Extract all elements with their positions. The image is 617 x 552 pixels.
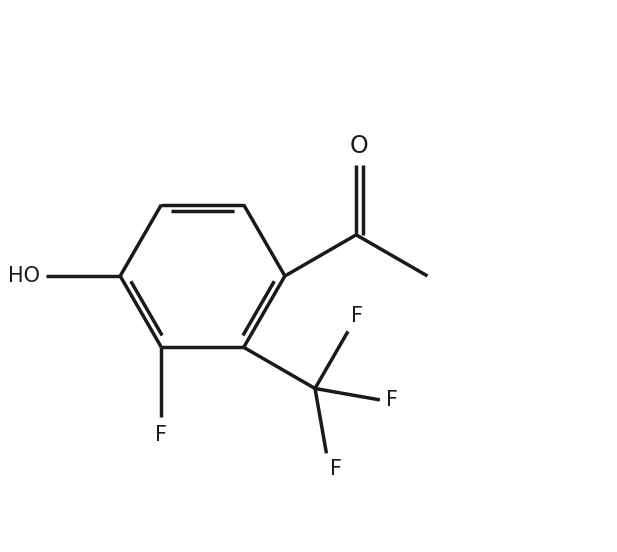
Text: F: F <box>386 390 397 410</box>
Text: O: O <box>350 134 369 158</box>
Text: F: F <box>329 459 342 479</box>
Text: HO: HO <box>9 266 40 286</box>
Text: F: F <box>155 424 167 445</box>
Text: F: F <box>351 306 363 326</box>
